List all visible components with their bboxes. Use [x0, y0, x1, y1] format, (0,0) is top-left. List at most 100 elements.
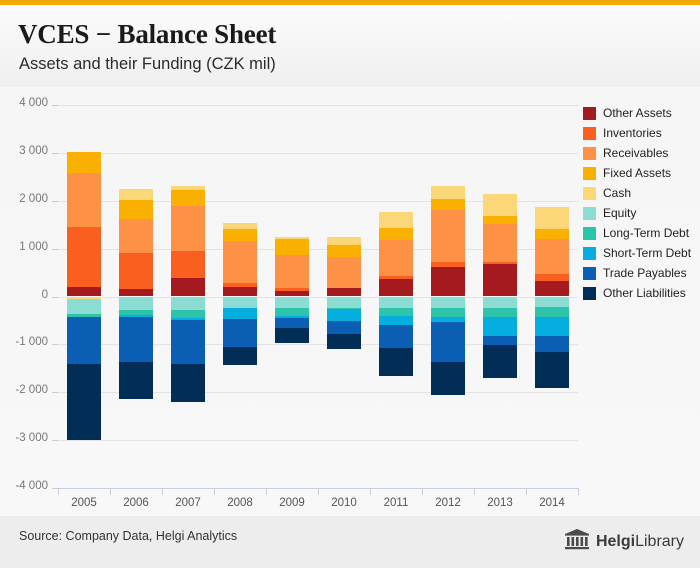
bar-segment[interactable]	[535, 316, 569, 336]
bar-segment[interactable]	[535, 306, 569, 317]
bar-segment[interactable]	[223, 346, 257, 365]
bar-segment[interactable]	[379, 307, 413, 316]
bar-segment[interactable]	[327, 296, 361, 309]
bar-segment[interactable]	[119, 310, 153, 316]
bar-segment[interactable]	[431, 198, 465, 210]
bar-segment[interactable]	[119, 253, 153, 290]
bar-segment[interactable]	[171, 205, 205, 251]
bar-segment[interactable]	[171, 296, 205, 311]
bar-2012[interactable]	[431, 105, 465, 488]
bar-segment[interactable]	[431, 316, 465, 323]
bar-segment[interactable]	[535, 238, 569, 274]
bar-segment[interactable]	[119, 289, 153, 297]
legend-item-long-term-debt[interactable]: Long-Term Debt	[583, 223, 698, 243]
bar-segment[interactable]	[379, 324, 413, 348]
bar-segment[interactable]	[275, 296, 309, 308]
bar-segment[interactable]	[67, 286, 101, 297]
bar-segment[interactable]	[171, 189, 205, 206]
bar-segment[interactable]	[327, 334, 361, 350]
bar-segment[interactable]	[379, 227, 413, 240]
bar-segment[interactable]	[327, 245, 361, 258]
bar-segment[interactable]	[379, 239, 413, 277]
bar-segment[interactable]	[327, 308, 361, 310]
bar-segment[interactable]	[379, 347, 413, 376]
bar-segment[interactable]	[223, 240, 257, 284]
bar-segment[interactable]	[67, 152, 101, 173]
legend-item-receivables[interactable]: Receivables	[583, 143, 698, 163]
bar-segment[interactable]	[223, 283, 257, 288]
bar-segment[interactable]	[535, 207, 569, 230]
bar-segment[interactable]	[223, 287, 257, 297]
bar-segment[interactable]	[379, 279, 413, 297]
bar-segment[interactable]	[67, 296, 101, 300]
bar-segment[interactable]	[119, 200, 153, 220]
bar-segment[interactable]	[275, 236, 309, 239]
bar-segment[interactable]	[483, 194, 517, 217]
bar-segment[interactable]	[223, 308, 257, 320]
bar-2007[interactable]	[171, 105, 205, 488]
bar-segment[interactable]	[379, 315, 413, 325]
bar-segment[interactable]	[223, 307, 257, 309]
bar-segment[interactable]	[171, 317, 205, 321]
bar-segment[interactable]	[431, 322, 465, 362]
bar-segment[interactable]	[483, 264, 517, 297]
bar-segment[interactable]	[379, 276, 413, 280]
legend-item-trade-payables[interactable]: Trade Payables	[583, 263, 698, 283]
bar-2006[interactable]	[119, 105, 153, 488]
bar-2010[interactable]	[327, 105, 361, 488]
bar-2005[interactable]	[67, 105, 101, 488]
bar-segment[interactable]	[275, 238, 309, 255]
bar-segment[interactable]	[431, 307, 465, 317]
bar-segment[interactable]	[275, 287, 309, 291]
bar-segment[interactable]	[431, 262, 465, 268]
bar-segment[interactable]	[327, 237, 361, 246]
bar-segment[interactable]	[483, 336, 517, 346]
bar-segment[interactable]	[535, 273, 569, 282]
bar-segment[interactable]	[275, 316, 309, 319]
bar-segment[interactable]	[119, 296, 153, 311]
bar-segment[interactable]	[483, 316, 517, 337]
bar-2013[interactable]	[483, 105, 517, 488]
bar-segment[interactable]	[431, 267, 465, 297]
bar-segment[interactable]	[431, 296, 465, 308]
bar-segment[interactable]	[171, 278, 205, 297]
bar-segment[interactable]	[119, 315, 153, 318]
bar-segment[interactable]	[379, 211, 413, 228]
bar-segment[interactable]	[171, 320, 205, 365]
bar-segment[interactable]	[171, 250, 205, 279]
bar-segment[interactable]	[223, 319, 257, 347]
bar-segment[interactable]	[119, 189, 153, 201]
bar-segment[interactable]	[67, 299, 101, 314]
bar-segment[interactable]	[327, 321, 361, 335]
bar-segment[interactable]	[535, 296, 569, 307]
bar-segment[interactable]	[171, 364, 205, 403]
legend-item-cash[interactable]: Cash	[583, 183, 698, 203]
bar-segment[interactable]	[327, 257, 361, 289]
bar-2008[interactable]	[223, 105, 257, 488]
bar-segment[interactable]	[483, 216, 517, 225]
bar-segment[interactable]	[327, 288, 361, 297]
bar-segment[interactable]	[327, 309, 361, 322]
bar-segment[interactable]	[483, 307, 517, 317]
bar-segment[interactable]	[119, 219, 153, 254]
bar-segment[interactable]	[535, 351, 569, 388]
legend-item-other-liabilities[interactable]: Other Liabilities	[583, 283, 698, 303]
bar-segment[interactable]	[431, 209, 465, 263]
bar-segment[interactable]	[275, 290, 309, 297]
bar-2009[interactable]	[275, 105, 309, 488]
bar-2014[interactable]	[535, 105, 569, 488]
bar-segment[interactable]	[67, 227, 101, 287]
bar-segment[interactable]	[431, 185, 465, 199]
bar-segment[interactable]	[275, 254, 309, 288]
legend-item-short-term-debt[interactable]: Short-Term Debt	[583, 243, 698, 263]
bar-segment[interactable]	[67, 363, 101, 441]
bar-segment[interactable]	[119, 317, 153, 363]
bar-segment[interactable]	[535, 335, 569, 352]
bar-segment[interactable]	[223, 228, 257, 241]
bar-segment[interactable]	[67, 316, 101, 364]
bar-segment[interactable]	[67, 172, 101, 228]
legend-item-other-assets[interactable]: Other Assets	[583, 103, 698, 123]
legend-item-equity[interactable]: Equity	[583, 203, 698, 223]
bar-segment[interactable]	[275, 318, 309, 329]
legend-item-inventories[interactable]: Inventories	[583, 123, 698, 143]
